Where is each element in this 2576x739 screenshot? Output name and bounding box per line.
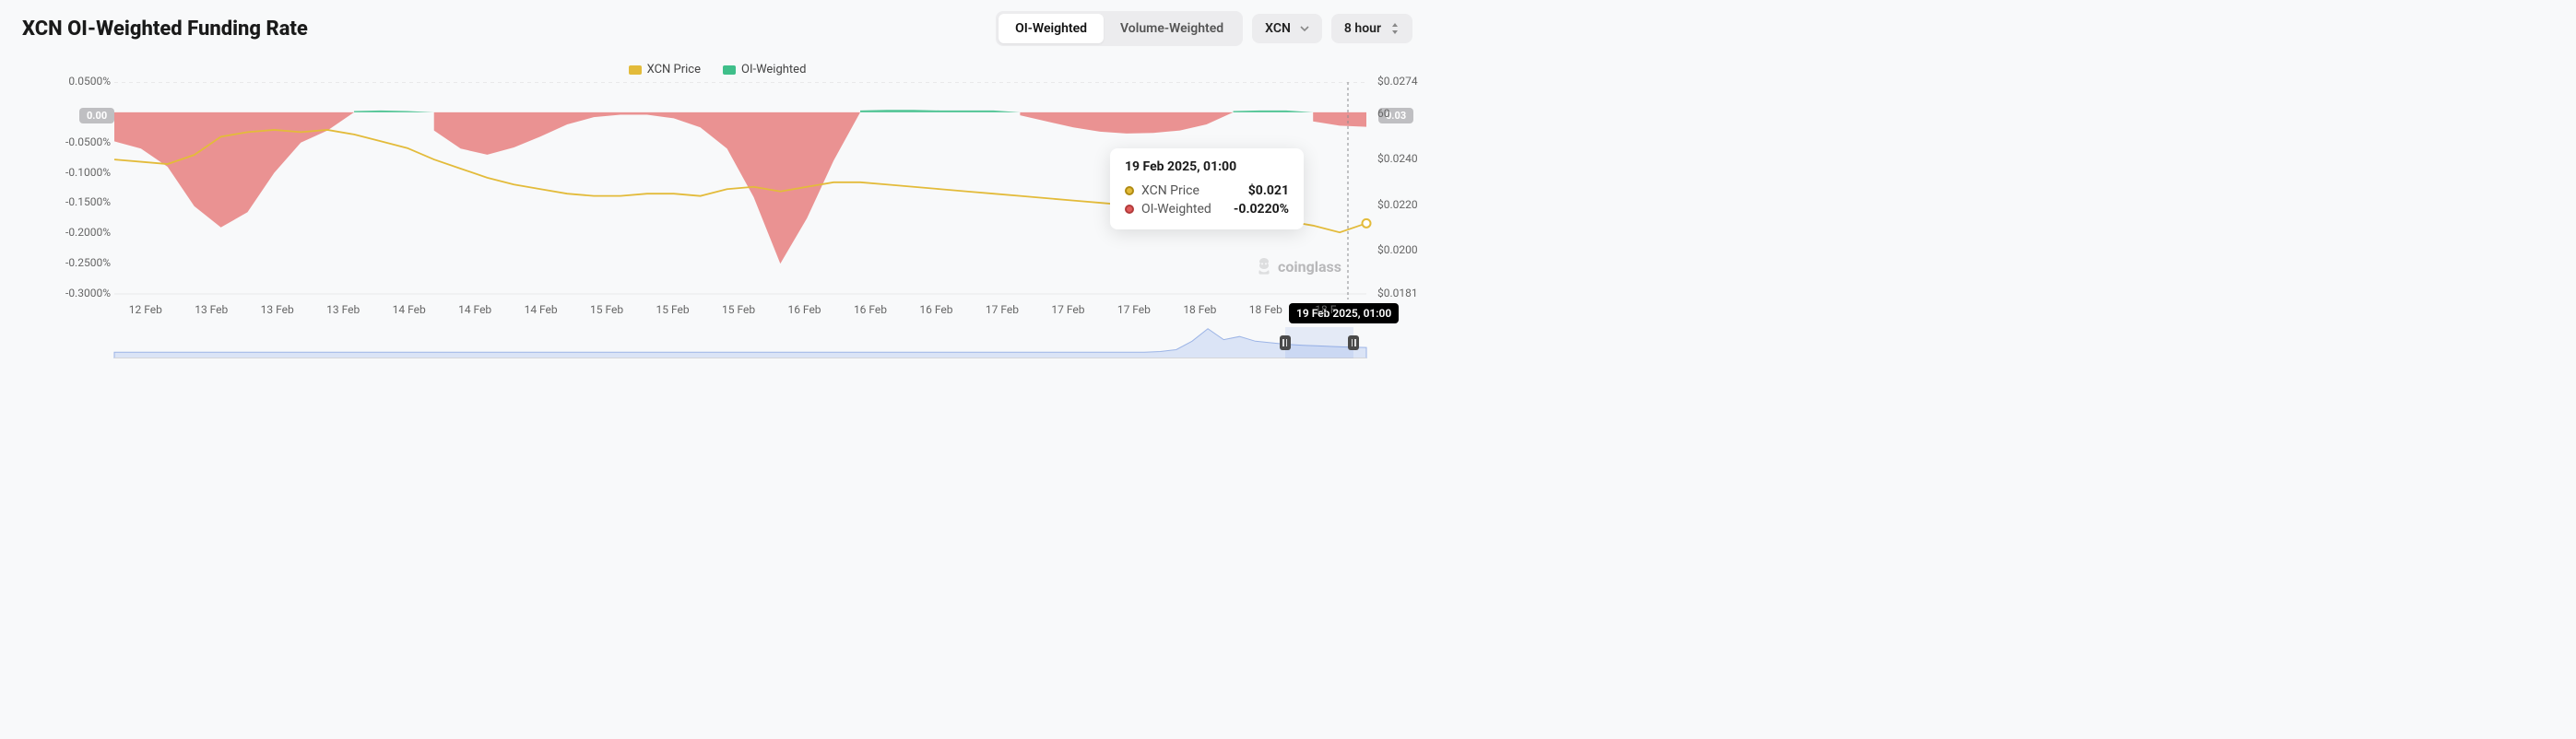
navigator-handle-right[interactable] [1348,335,1359,350]
sort-icon [1390,22,1400,35]
symbol-select-label: XCN [1265,21,1291,36]
x-tick: 14 Feb [525,303,558,316]
y-right-tick: $0.0200 [1377,243,1418,256]
y-right-tick: $0.0274 [1377,75,1418,88]
x-tick: 18 Feb [1183,303,1216,316]
interval-select[interactable]: 8 hour [1331,14,1412,43]
interval-select-label: 8 hour [1344,21,1381,36]
watermark-text: coinglass [1278,258,1341,276]
x-tick: 12 Feb [129,303,162,316]
watermark: coinglass [1256,257,1341,276]
header-controls: OI-WeightedVolume-Weighted XCN 8 hour [996,11,1412,46]
page-title: XCN OI-Weighted Funding Rate [22,18,308,41]
x-tick: 13 Feb [195,303,228,316]
x-tick: 16 Feb [787,303,821,316]
x-tick: 18 F [1315,303,1336,316]
weighting-tabs: OI-WeightedVolume-Weighted [996,11,1243,46]
x-tick: 16 Feb [854,303,887,316]
legend-swatch [723,65,736,75]
x-tick: 17 Feb [1051,303,1084,316]
x-tick: 14 Feb [393,303,426,316]
x-tick: 16 Feb [919,303,952,316]
x-tick: 15 Feb [590,303,623,316]
legend-swatch [629,65,642,75]
symbol-select[interactable]: XCN [1252,14,1322,43]
x-tick: 15 Feb [656,303,690,316]
y-left-tick: -0.1000% [55,166,111,179]
chevron-down-icon [1300,24,1309,33]
x-tick: 15 Feb [722,303,755,316]
y-right-tick: $0.0181 [1377,287,1418,299]
y-right-tick: $0.0220 [1377,198,1418,211]
legend-label: OI-Weighted [741,63,806,76]
navigator-selection[interactable] [1285,327,1354,358]
legend-label: XCN Price [647,63,701,76]
tab-oi-weighted[interactable]: OI-Weighted [998,14,1104,43]
legend-item[interactable]: OI-Weighted [723,63,806,76]
y-left-tick: -0.2500% [55,256,111,269]
legend-item[interactable]: XCN Price [629,63,701,76]
navigator-sparkline [22,327,1412,358]
tab-volume-weighted[interactable]: Volume-Weighted [1104,14,1240,43]
x-tick: 14 Feb [458,303,491,316]
y-right-tick: 60 [1377,107,1390,120]
y-left-tick: -0.1500% [55,195,111,208]
chart-navigator[interactable] [22,327,1412,358]
chart-legend: XCN Price OI-Weighted [22,63,1412,76]
navigator-handle-left[interactable] [1280,335,1291,350]
x-axis-hover-label: 19 Feb 2025, 01:00 [1289,303,1399,323]
y-left-tick: -0.2000% [55,226,111,239]
y-left-tick: -0.0500% [55,135,111,148]
x-tick: 17 Feb [1117,303,1151,316]
chart-area[interactable]: 0.00 0.03 coinglass 19 Feb 2025, 01:00 X… [22,82,1412,322]
x-tick: 13 Feb [261,303,294,316]
x-tick: 17 Feb [986,303,1019,316]
funding-price-chart[interactable] [22,82,1412,322]
y-left-tick: -0.3000% [55,287,111,299]
left-axis-hover-badge: 0.00 [79,108,114,123]
y-right-tick: $0.0240 [1377,152,1418,165]
x-tick: 18 Feb [1249,303,1282,316]
x-tick: 13 Feb [326,303,360,316]
y-left-tick: 0.0500% [55,75,111,88]
